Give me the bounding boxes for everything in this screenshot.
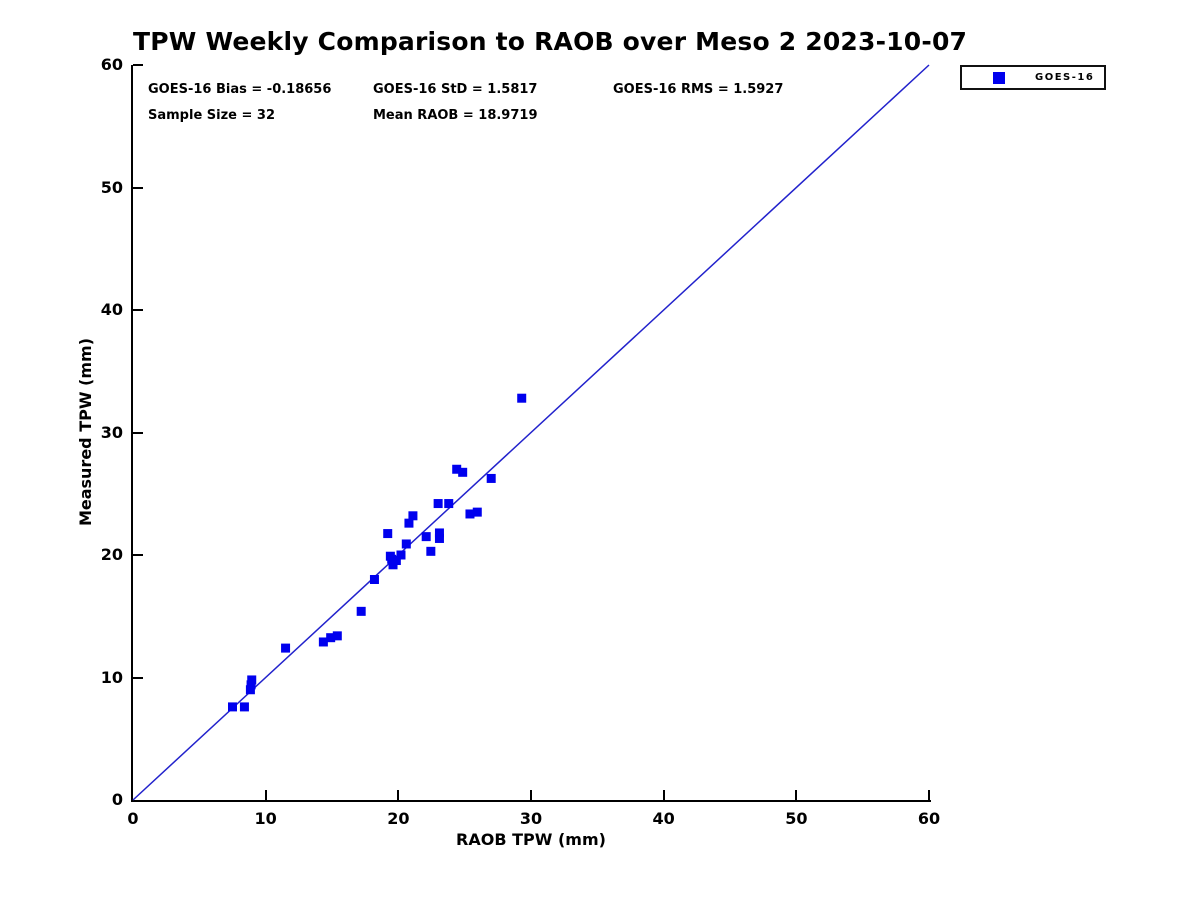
x-tick-label: 40 bbox=[652, 809, 675, 828]
data-point-marker bbox=[401, 539, 411, 549]
data-point-marker bbox=[472, 507, 482, 517]
data-point-marker bbox=[404, 518, 414, 528]
data-point-marker bbox=[369, 575, 379, 584]
data-point-marker bbox=[444, 499, 454, 509]
x-tick-label: 10 bbox=[254, 809, 277, 828]
data-point-marker bbox=[246, 680, 256, 690]
y-tick-label: 20 bbox=[100, 545, 123, 564]
data-point-marker bbox=[356, 606, 366, 616]
data-point-marker bbox=[465, 509, 475, 519]
data-point-marker bbox=[383, 529, 393, 539]
data-point-marker bbox=[326, 633, 336, 643]
stat-bias: GOES-16 Bias = -0.18656 bbox=[148, 82, 332, 97]
x-tick-mark bbox=[928, 790, 930, 800]
stat-mean-raob: Mean RAOB = 18.9719 bbox=[373, 108, 538, 123]
x-tick-label: 20 bbox=[387, 809, 410, 828]
x-tick-mark bbox=[795, 790, 798, 800]
data-point-marker bbox=[433, 499, 443, 509]
scatter-plot-canvas bbox=[132, 64, 930, 801]
x-tick-mark bbox=[264, 790, 267, 800]
data-point-marker bbox=[245, 685, 255, 695]
x-axis-label: RAOB TPW (mm) bbox=[456, 830, 606, 849]
data-point-marker bbox=[421, 532, 431, 542]
x-tick-label: 30 bbox=[519, 809, 543, 828]
x-tick-label: 0 bbox=[127, 809, 139, 828]
data-point-marker bbox=[434, 528, 444, 538]
stat-std: GOES-16 StD = 1.5817 bbox=[373, 82, 538, 97]
data-point-marker bbox=[517, 393, 527, 403]
x-tick-label: 60 bbox=[917, 809, 941, 828]
legend-marker-square-icon bbox=[993, 71, 1005, 84]
data-point-marker bbox=[452, 464, 462, 474]
data-point-marker bbox=[408, 511, 418, 521]
legend-label: GOES-16 bbox=[1035, 72, 1095, 83]
y-tick-mark bbox=[133, 64, 143, 66]
y-tick-label: 60 bbox=[100, 55, 123, 74]
y-tick-label: 30 bbox=[100, 422, 123, 442]
data-point-marker bbox=[281, 643, 291, 653]
x-tick-mark bbox=[530, 790, 532, 800]
data-point-marker bbox=[247, 675, 257, 685]
y-tick-mark bbox=[133, 554, 143, 556]
data-point-marker bbox=[388, 560, 398, 570]
y-tick-label: 10 bbox=[100, 667, 123, 687]
y-tick-label: 0 bbox=[111, 790, 123, 809]
y-tick-label: 40 bbox=[100, 300, 123, 319]
y-tick-mark bbox=[133, 676, 143, 679]
chart-title: TPW Weekly Comparison to RAOB over Meso … bbox=[133, 27, 968, 56]
x-tick-mark bbox=[397, 790, 400, 800]
data-point-marker bbox=[426, 546, 436, 556]
y-tick-mark bbox=[133, 186, 143, 189]
data-point-marker bbox=[318, 637, 328, 647]
y-tick-label: 50 bbox=[100, 177, 123, 197]
y-axis-line bbox=[131, 65, 133, 802]
data-point-marker bbox=[486, 473, 496, 483]
y-tick-mark bbox=[133, 431, 143, 434]
plot-area bbox=[132, 64, 930, 801]
legend-box: GOES-16 bbox=[960, 65, 1106, 90]
stat-sample-size: Sample Size = 32 bbox=[148, 108, 276, 123]
x-tick-mark bbox=[662, 790, 665, 800]
stat-rms: GOES-16 RMS = 1.5927 bbox=[613, 82, 784, 97]
data-point-marker bbox=[239, 702, 249, 712]
x-tick-label: 50 bbox=[785, 809, 808, 828]
data-point-marker bbox=[396, 550, 406, 560]
data-point-marker bbox=[332, 631, 342, 641]
y-tick-mark bbox=[133, 309, 143, 311]
data-point-marker bbox=[228, 702, 237, 712]
identity-line bbox=[132, 64, 930, 801]
data-point-marker bbox=[434, 533, 444, 543]
x-axis-line bbox=[131, 800, 931, 802]
data-point-marker bbox=[387, 554, 397, 564]
data-point-marker bbox=[458, 467, 468, 477]
